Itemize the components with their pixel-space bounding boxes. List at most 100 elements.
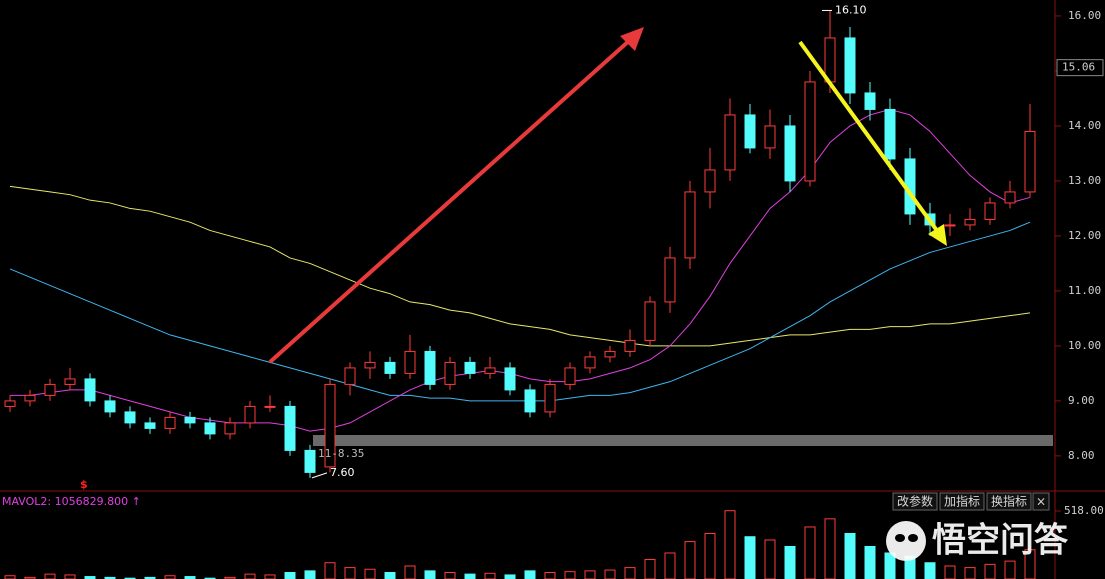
y-tick-label: 8.00 — [1068, 449, 1095, 462]
volume-bar — [524, 570, 536, 579]
volume-bar — [284, 571, 296, 579]
candle-body — [384, 361, 396, 374]
volume-bar — [684, 541, 696, 579]
volume-bar — [264, 574, 276, 579]
volume-bar — [144, 576, 156, 579]
candle-body — [244, 405, 256, 424]
candle-body — [44, 383, 56, 396]
signal-mark: $ — [80, 478, 88, 491]
volume-bar — [644, 558, 656, 579]
candle-body — [204, 422, 216, 435]
y-tick-label: 16.00 — [1068, 9, 1101, 22]
volume-bar — [304, 570, 316, 579]
candle-body — [544, 383, 556, 413]
red-arrow — [268, 27, 644, 364]
button-frame[interactable] — [939, 492, 985, 511]
volume-bar — [424, 570, 436, 579]
button-frame[interactable] — [986, 492, 1032, 511]
candle-body — [984, 202, 996, 220]
candle-body — [524, 389, 536, 413]
volume-layer: 518.00 — [4, 504, 1104, 579]
candle-body — [404, 350, 416, 374]
volume-bar — [784, 545, 796, 579]
volume-bar — [24, 576, 36, 579]
candle-body — [724, 114, 736, 171]
volume-bar — [744, 536, 756, 579]
volume-bar — [604, 569, 616, 579]
volume-bar — [64, 574, 76, 579]
candle-body — [224, 422, 236, 435]
volume-bar — [964, 567, 976, 579]
close-button[interactable]: × — [1036, 495, 1046, 509]
volume-bar — [924, 562, 936, 579]
volume-bar — [544, 571, 556, 579]
candle-body — [264, 405, 276, 408]
candle-body — [164, 416, 176, 429]
candle-body — [444, 361, 456, 385]
volume-bar — [104, 576, 116, 579]
candle-body — [944, 224, 956, 227]
candle-body — [304, 449, 316, 473]
volume-bar — [384, 571, 396, 579]
y-tick-label: 518.00 — [1064, 504, 1104, 517]
volume-bar — [504, 574, 516, 579]
moving-average — [9, 185, 1031, 347]
volume-bar — [984, 563, 996, 579]
y-tick-label: 10.00 — [1068, 339, 1101, 352]
watermark: 悟空问答 — [886, 521, 1069, 561]
volume-bar — [324, 562, 336, 579]
candle-body — [364, 361, 376, 369]
button[interactable]: 改参数 — [897, 494, 933, 509]
volume-bar — [624, 567, 636, 579]
candle-body — [344, 367, 356, 385]
volume-bar — [364, 568, 376, 579]
y-tick-label: 14.00 — [1068, 119, 1101, 132]
note-label: 11-8.35 — [318, 447, 364, 460]
volume-bar — [664, 552, 676, 579]
logo-eye — [895, 534, 905, 542]
low-pointer — [311, 472, 328, 479]
button-frame[interactable] — [892, 492, 938, 511]
candle-body — [1024, 130, 1036, 193]
y-tick-label: 13.00 — [1068, 174, 1101, 187]
candle-body — [144, 422, 156, 429]
candle-body — [664, 257, 676, 303]
watermark-text: 悟空问答 — [932, 521, 1069, 561]
button[interactable]: 换指标 — [991, 494, 1027, 509]
close-frame[interactable] — [1032, 492, 1050, 511]
yellow-arrow — [798, 40, 947, 246]
toolbar: 改参数 加指标 换指标 × — [892, 492, 1050, 511]
arrow-head — [620, 27, 644, 51]
candle-body — [284, 405, 296, 451]
volume-bar — [804, 526, 816, 579]
candle-body — [764, 125, 776, 149]
candle-body — [804, 81, 816, 182]
button[interactable]: 加指标 — [944, 494, 980, 509]
candle-body — [584, 356, 596, 369]
candle-body — [24, 394, 36, 402]
candle-body — [504, 367, 516, 391]
volume-bar — [344, 567, 356, 579]
volume-bar — [704, 532, 716, 579]
candle-body — [704, 169, 716, 193]
volume-bar — [244, 573, 256, 579]
volume-bar — [444, 571, 456, 579]
moving-average — [10, 108, 1031, 432]
volume-bar — [564, 571, 576, 579]
watermark-logo — [886, 521, 926, 561]
candle-body — [604, 350, 616, 358]
arrow-shaft — [798, 40, 940, 234]
candle-body — [844, 37, 856, 94]
y-tick-label: 12.00 — [1068, 229, 1101, 242]
volume-bar — [224, 576, 236, 579]
price-box-label: 15.06 — [1062, 61, 1095, 74]
volume-bar — [724, 510, 736, 579]
candle-body — [424, 350, 436, 385]
candle-body — [1004, 191, 1016, 204]
volume-bar — [464, 573, 476, 579]
candle-body — [784, 125, 796, 182]
volume-bar — [44, 573, 56, 579]
